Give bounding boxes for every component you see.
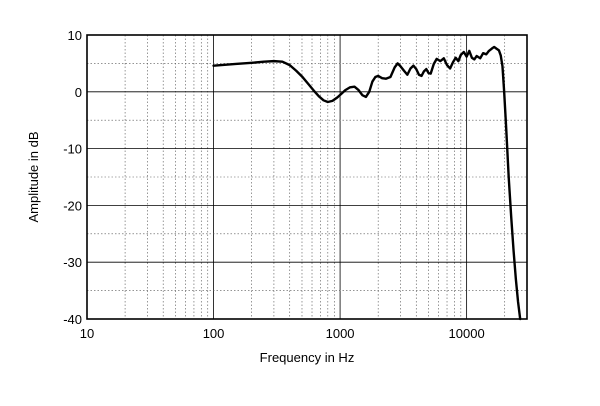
x-tick-label: 10000 bbox=[449, 326, 485, 341]
series-layer bbox=[212, 45, 522, 321]
x-axis-label: Frequency in Hz bbox=[260, 350, 355, 365]
y-tick-label: -10 bbox=[63, 142, 82, 157]
x-tick-label: 10 bbox=[80, 326, 94, 341]
series-line bbox=[212, 45, 522, 321]
y-tick-label: -30 bbox=[63, 255, 82, 270]
y-tick-label: -20 bbox=[63, 198, 82, 213]
x-tick-label: 100 bbox=[203, 326, 225, 341]
y-tick-label: 0 bbox=[75, 85, 82, 100]
plot-frame bbox=[86, 34, 528, 320]
y-tick-label: -40 bbox=[63, 312, 82, 327]
x-tick-label: 1000 bbox=[326, 326, 355, 341]
grid bbox=[87, 35, 527, 319]
y-tick-label: 10 bbox=[68, 28, 82, 43]
y-axis-label: Amplitude in dB bbox=[26, 131, 41, 222]
